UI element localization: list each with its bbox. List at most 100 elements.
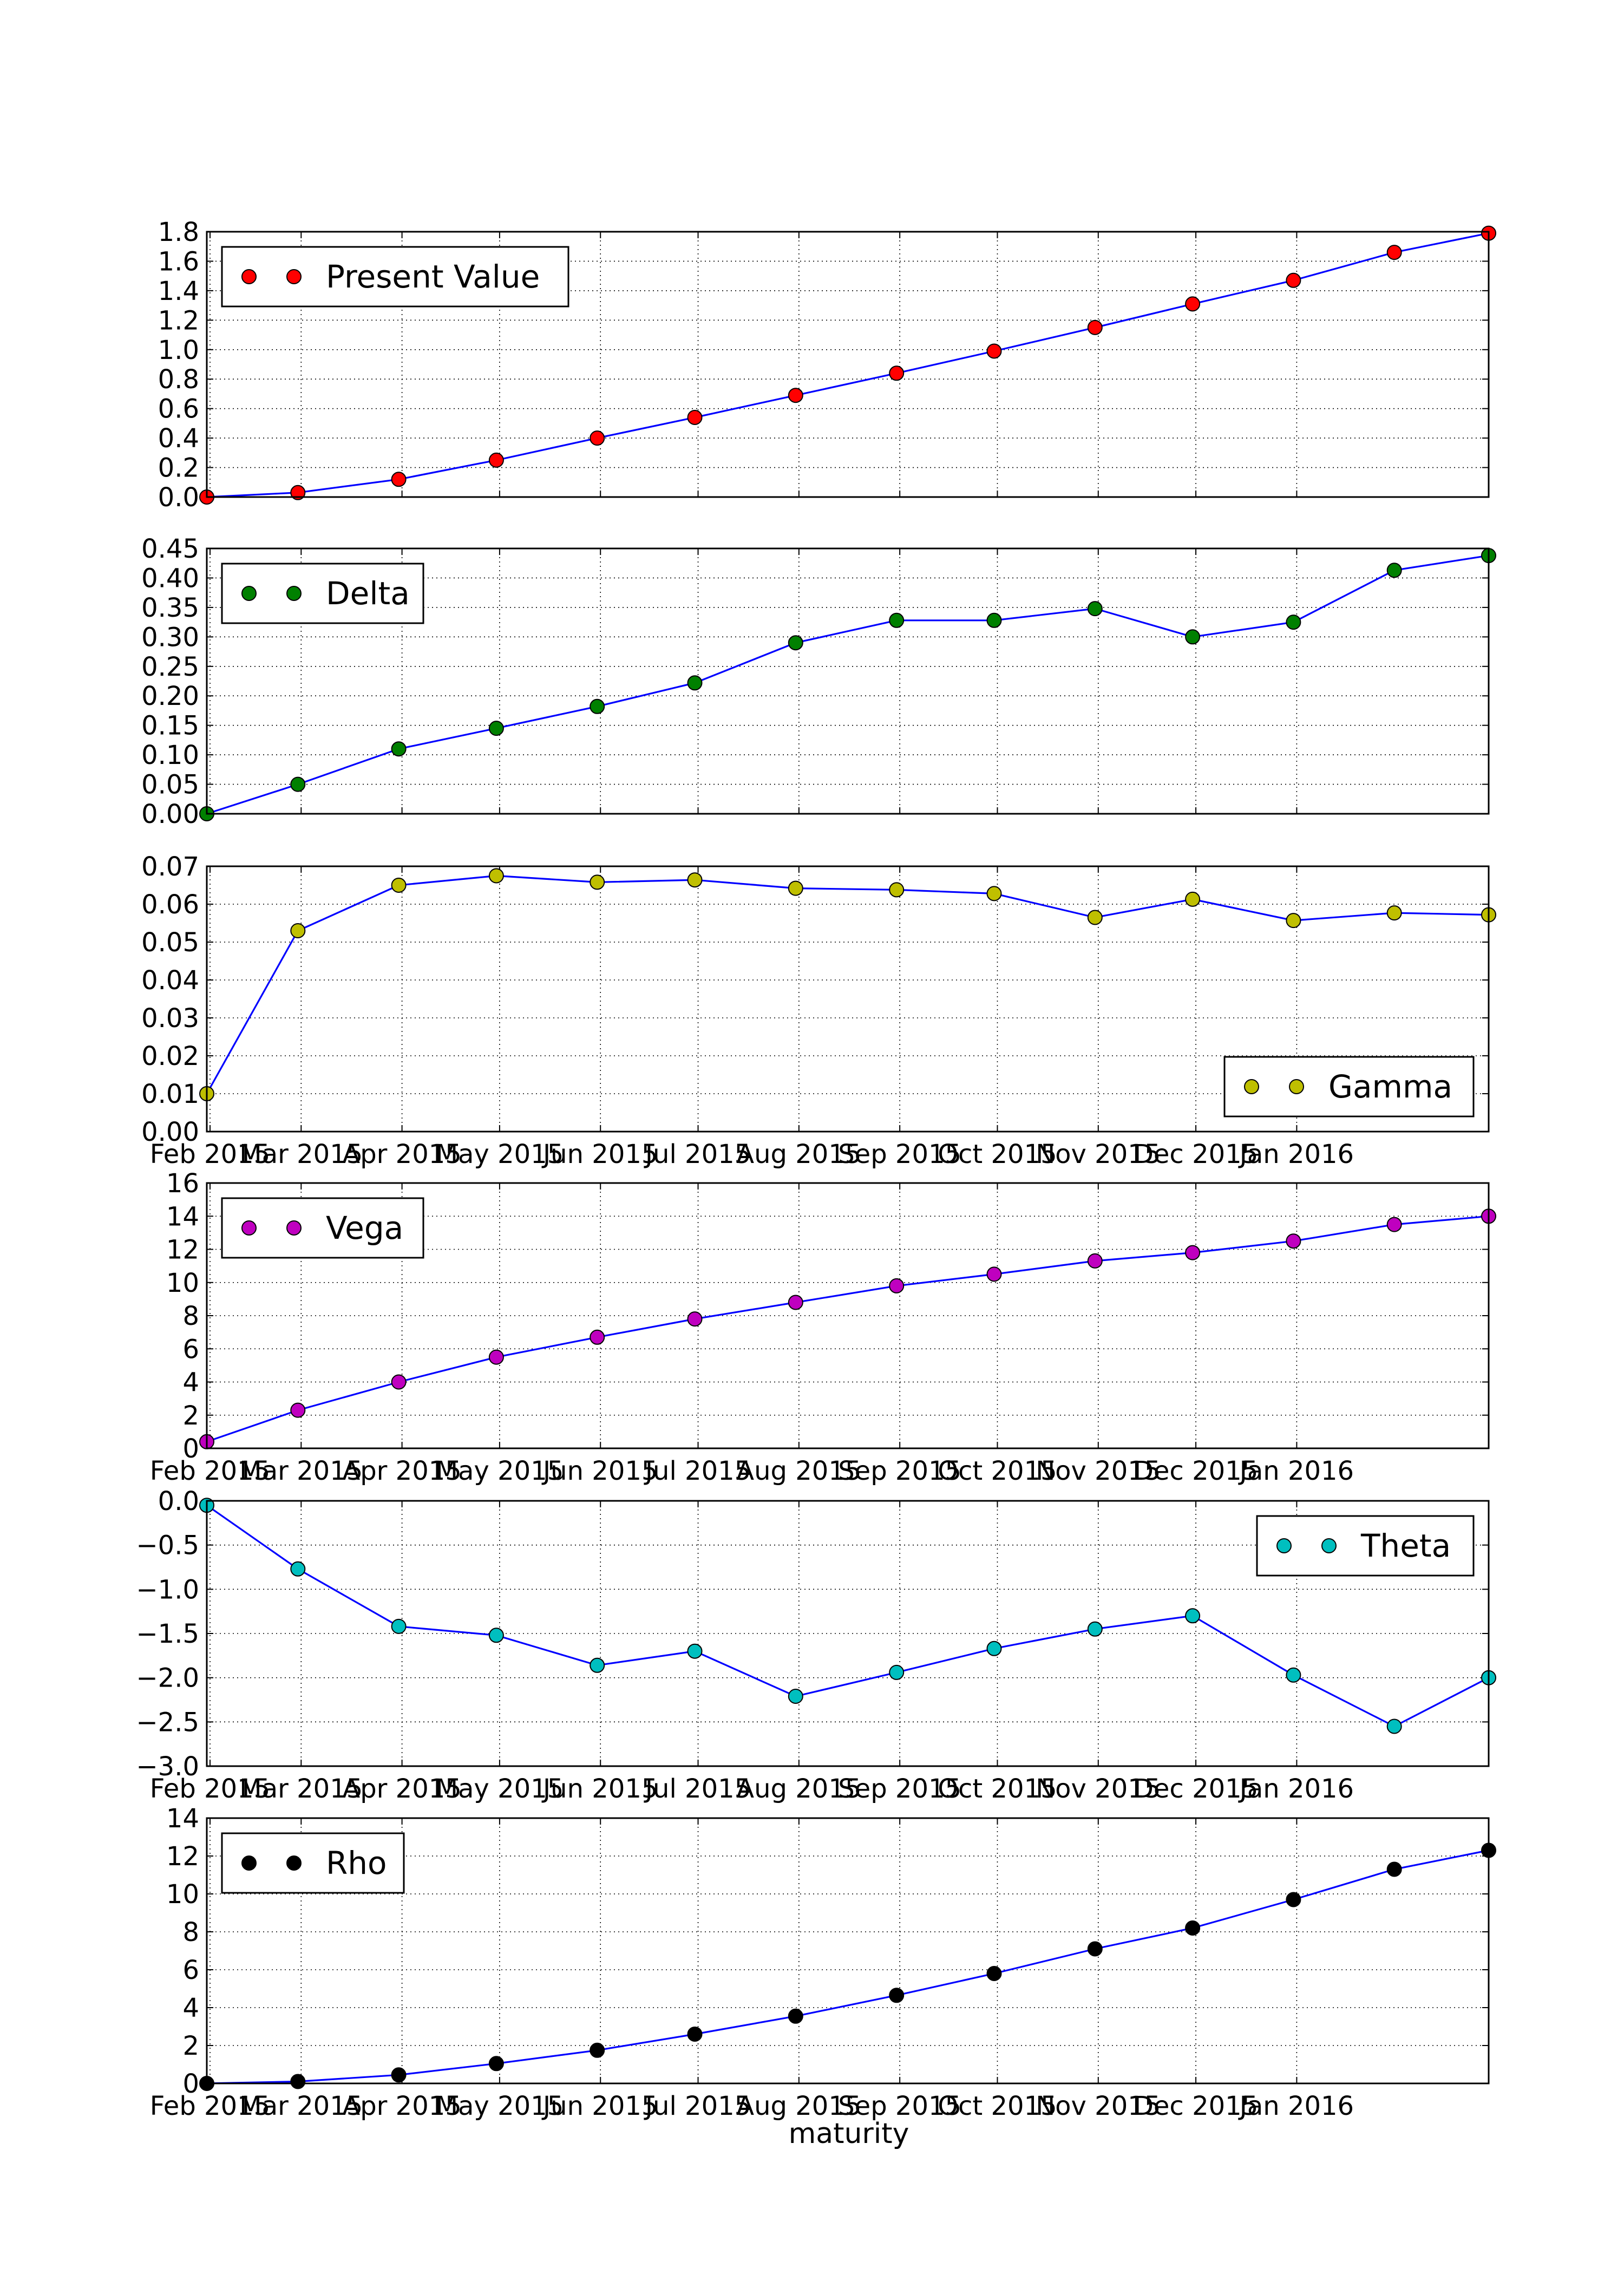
series-line-delta (206, 554, 1489, 815)
y-tick-label: 12 (166, 1235, 199, 1265)
x-tick-label: May 2015 (436, 2091, 564, 2121)
data-point (290, 923, 306, 938)
data-point (889, 365, 905, 381)
x-tick-label: Mar 2015 (239, 1456, 363, 1486)
data-point (590, 1329, 605, 1345)
y-tick-label: 0.15 (141, 711, 199, 741)
series-delta (199, 548, 1496, 821)
x-tick-label: Nov 2015 (1036, 1139, 1161, 1169)
x-tick-label: Oct 2015 (938, 1139, 1057, 1169)
data-point (889, 1988, 905, 2003)
legend-vega: Vega (221, 1197, 424, 1259)
data-point (1286, 1667, 1301, 1683)
data-point (488, 452, 504, 468)
series-line-gamma (206, 874, 1489, 1094)
x-tick-label: Aug 2015 (736, 1456, 861, 1486)
legend-marker (286, 1220, 302, 1236)
legend-marker (1289, 1079, 1304, 1094)
y-tick-label: 6 (182, 1955, 199, 1985)
x-tick-label: Apr 2015 (342, 1456, 461, 1486)
legend-label: Present Value (326, 258, 540, 295)
data-point (488, 1349, 504, 1365)
data-point (590, 698, 605, 714)
data-point (391, 878, 407, 893)
y-tick-label: 0.05 (141, 927, 199, 958)
panel-delta: 0.000.050.100.150.200.250.300.350.400.45… (141, 534, 1496, 829)
axes-frame-vega (206, 1182, 1490, 1449)
x-tick-label: Jul 2015 (644, 1774, 751, 1804)
series-line-rho (206, 1849, 1489, 2084)
data-point (488, 868, 504, 884)
y-tick-label: 14 (166, 1803, 199, 1834)
data-point (687, 1311, 703, 1327)
y-tick-label: 8 (182, 1301, 199, 1331)
x-tick-label: Mar 2015 (239, 1139, 363, 1169)
x-tick-label: Dec 2015 (1134, 1774, 1258, 1804)
x-tick-label: Aug 2015 (736, 2091, 861, 2121)
y-tick-label: 0.00 (141, 1117, 199, 1147)
data-point (391, 1374, 407, 1390)
y-tick-label: 4 (182, 1993, 199, 2023)
x-tick-label: Aug 2015 (736, 1774, 861, 1804)
axes-frame-rho (206, 1817, 1490, 2084)
data-point (1386, 1861, 1402, 1877)
data-point (1087, 910, 1103, 925)
y-tick-label: 0.40 (141, 563, 199, 593)
legend-label: Vega (326, 1210, 403, 1246)
y-tick-label: 4 (182, 1368, 199, 1398)
data-point (986, 1641, 1002, 1656)
data-point (391, 472, 407, 487)
x-tick-label: Sep 2015 (838, 1139, 961, 1169)
legend-marker (286, 269, 302, 284)
y-tick-label: −2.0 (136, 1663, 199, 1694)
x-tick-label: Feb 2015 (150, 1139, 270, 1169)
data-point (391, 1618, 407, 1634)
legend-box (1223, 1056, 1475, 1118)
y-tick-label: 1.2 (158, 305, 199, 336)
data-point (1386, 245, 1402, 260)
x-tick-label: Jan 2016 (1238, 1456, 1354, 1486)
x-tick-label: Oct 2015 (938, 1774, 1057, 1804)
y-tick-label: 0.0 (158, 1486, 199, 1517)
data-point (1286, 913, 1301, 929)
y-tick-label: 6 (182, 1334, 199, 1364)
legend-delta: Delta (221, 563, 424, 624)
x-tick-label: Jun 2015 (541, 2091, 658, 2121)
legend-marker (241, 269, 257, 284)
legend-box (221, 246, 569, 308)
x-tick-label: Feb 2015 (150, 2091, 270, 2121)
y-tick-label: −1.5 (136, 1619, 199, 1649)
x-tick-label: Sep 2015 (838, 1456, 961, 1486)
y-tick-label: 0.04 (141, 965, 199, 996)
x-tick-label: Aug 2015 (736, 1139, 861, 1169)
y-tick-label: 0.10 (141, 740, 199, 770)
y-tick-label: 0.00 (141, 799, 199, 829)
data-point (1185, 629, 1201, 645)
data-point (788, 1295, 803, 1310)
data-point (1185, 1608, 1201, 1624)
x-tick-label: Jan 2016 (1238, 1139, 1354, 1169)
y-tick-label: 10 (166, 1268, 199, 1298)
y-tick-label: 0.25 (141, 652, 199, 682)
data-point (986, 612, 1002, 628)
legend-marker (286, 586, 302, 601)
y-tick-label: 2 (182, 2031, 199, 2061)
data-point (889, 882, 905, 898)
x-tick-label: May 2015 (436, 1139, 564, 1169)
y-tick-label: 0 (182, 1434, 199, 1464)
data-point (1386, 905, 1402, 921)
y-tick-label: 0.4 (158, 423, 199, 454)
legend-marker (286, 1855, 302, 1871)
y-tick-label: 1.4 (158, 276, 199, 306)
y-tick-label: 0.45 (141, 534, 199, 564)
x-tick-label: Apr 2015 (342, 1139, 461, 1169)
y-tick-label: 0.06 (141, 890, 199, 920)
x-tick-label: Jul 2015 (644, 1139, 751, 1169)
y-tick-label: 0.20 (141, 681, 199, 711)
legend-label: Gamma (1328, 1068, 1452, 1105)
data-point (889, 1664, 905, 1680)
x-tick-label: Feb 2015 (150, 1456, 270, 1486)
legend-label: Theta (1360, 1527, 1451, 1564)
